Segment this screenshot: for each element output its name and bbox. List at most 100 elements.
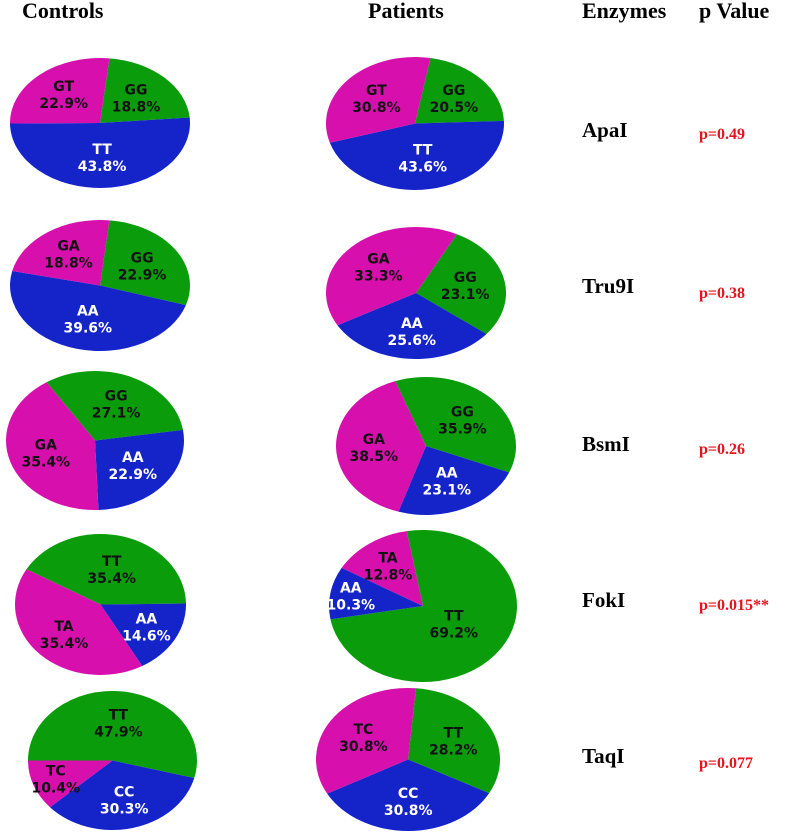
slice-percent-label: 35.9% [438,421,487,437]
slice-percent-label: 33.3% [354,269,403,285]
slice-percent-label: 12.8% [364,568,413,584]
p-value-tru9i: p=0.38 [699,285,746,302]
p-value-apai: p=0.49 [699,126,746,143]
pie-slice-aa [329,567,423,620]
slice-percent-label: 10.3% [327,598,376,614]
pie-slice-tt [408,688,500,794]
pie-slice-ta [14,569,143,675]
slice-label-tt: TT [102,554,122,570]
slice-label-gg: GG [451,404,474,420]
enzyme-label-apai: ApaI [582,118,628,142]
slice-percent-label: 35.4% [22,455,71,471]
pie-slice-ga [12,220,110,286]
slice-label-gg: GG [125,83,148,99]
slice-percent-label: 28.2% [429,742,478,758]
slice-label-gg: GG [454,270,477,286]
pie-slice-tc [27,760,113,808]
header-controls: Controls [22,0,104,23]
pie-slice-gg [46,370,183,441]
slice-percent-label: 39.6% [64,320,113,336]
slice-percent-label: 22.9% [109,467,158,483]
slice-percent-label: 22.9% [39,96,88,112]
pie-slice-gg [395,376,517,473]
slice-percent-label: 22.9% [118,267,167,283]
pie-slice-gg [100,220,190,306]
slice-percent-label: 30.8% [339,739,388,755]
slice-label-aa: AA [136,611,158,627]
pie-slice-tt [28,690,197,779]
slice-label-tt: TT [444,608,464,624]
slice-percent-label: 18.8% [44,256,93,272]
slice-label-gg: GG [131,250,154,266]
slice-percent-label: 69.2% [430,625,479,641]
enzyme-label-taqi: TaqI [582,744,625,768]
pie-slice-ga [325,226,457,326]
pie-slice-ga [5,382,99,511]
p-value-taqi: p=0.077 [699,755,754,772]
pie-slice-tt [10,117,190,188]
pie-slice-gg [415,58,504,124]
slice-label-gt: GT [53,79,74,95]
enzyme-label-foki: FokI [582,588,626,612]
pie-slice-tt [329,120,504,190]
slice-percent-label: 47.9% [94,725,143,741]
slice-percent-label: 25.6% [388,333,437,349]
pie-slice-cc [49,760,195,831]
slice-percent-label: 35.4% [40,636,89,652]
slice-label-ga: GA [367,252,389,268]
slice-label-aa: AA [436,466,458,482]
slice-percent-label: 23.1% [423,483,472,499]
slice-label-ga: GA [57,239,79,255]
pie-slice-gt [9,58,110,124]
slice-label-tc: TC [353,722,373,738]
slice-label-ga: GA [35,438,57,454]
slice-percent-label: 35.4% [87,571,136,587]
slice-percent-label: 38.5% [350,449,399,465]
pie-slice-aa [100,603,186,667]
pie-slice-gt [326,57,431,143]
slice-percent-label: 27.1% [92,406,141,422]
pie-slice-gg [100,58,190,123]
pie-slice-tt [26,533,186,605]
slice-label-tc: TC [46,764,66,780]
enzyme-label-tru9i: Tru9I [582,274,635,298]
pie-slice-tt [330,529,518,682]
slice-percent-label: 43.8% [78,159,127,175]
header-patients: Patients [368,0,444,23]
pie-slice-ga [335,381,426,512]
slice-label-cc: CC [114,785,135,801]
slice-label-ga: GA [363,432,385,448]
slice-label-tt: TT [109,708,129,724]
slice-label-tt: TT [444,725,464,741]
header-p-value: p Value [699,0,770,23]
pie-slice-cc [327,759,490,831]
slice-percent-label: 18.8% [112,100,161,116]
slice-percent-label: 43.6% [398,160,447,176]
header-enzymes: Enzymes [582,0,667,23]
slice-percent-label: 30.8% [384,803,433,819]
enzyme-label-bsmi: BsmI [582,432,630,456]
pie-slice-tc [315,687,417,794]
slice-percent-label: 14.6% [122,628,171,644]
slice-label-aa: AA [401,316,423,332]
slice-percent-label: 20.5% [430,100,479,116]
slice-label-tt: TT [92,142,112,158]
slice-label-ta: TA [54,619,73,635]
slice-label-aa: AA [77,303,99,319]
slice-label-tt: TT [413,143,433,159]
p-value-bsmi: p=0.26 [699,441,746,458]
pie-slice-gg [416,234,507,335]
slice-percent-label: 10.4% [32,781,81,797]
pie-slice-aa [95,429,184,510]
slice-label-gg: GG [105,389,128,405]
slice-label-ta: TA [378,551,397,567]
slice-label-aa: AA [122,450,144,466]
